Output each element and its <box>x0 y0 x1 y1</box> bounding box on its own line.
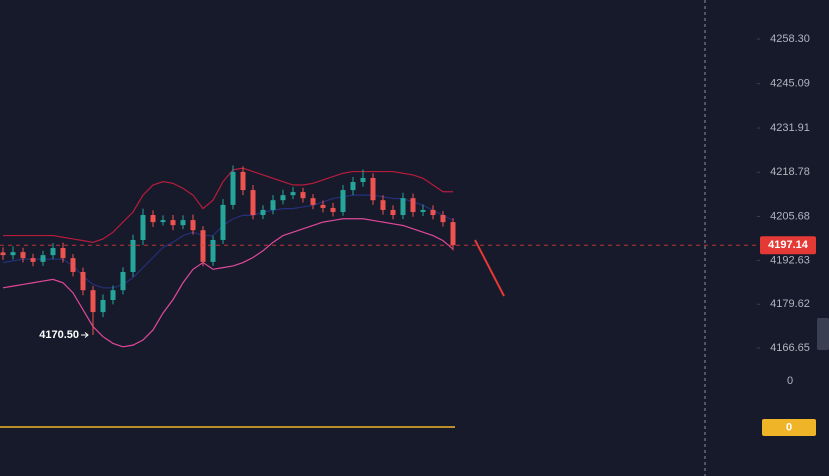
candle-body <box>20 252 26 259</box>
candle-body <box>320 204 326 208</box>
low-annotation-arrow <box>81 332 89 338</box>
band-upper <box>3 167 453 243</box>
candle-body <box>210 239 216 262</box>
candle-body <box>10 252 16 256</box>
candle-body <box>430 209 436 216</box>
candle-body <box>240 171 246 191</box>
low-annotation: 4170.50 <box>39 329 79 341</box>
candle-body <box>370 177 376 201</box>
candle-body <box>100 299 106 313</box>
y-tick-label: 4166.65 <box>770 342 810 354</box>
indicator-badge <box>762 419 816 436</box>
candle-body <box>400 198 406 216</box>
candle-body <box>0 252 6 256</box>
candle-body <box>270 200 276 210</box>
candle-body <box>180 220 186 226</box>
candle-body <box>260 209 266 216</box>
candle-body <box>70 258 76 272</box>
candle-body <box>30 258 36 262</box>
y-tick-label: 4258.30 <box>770 33 810 45</box>
candle-body <box>120 271 126 291</box>
candle-body <box>170 220 176 226</box>
indicator-tick-label: 0 <box>787 375 793 387</box>
candle-body <box>360 177 366 182</box>
forecast-arrow <box>474 239 505 297</box>
candle-body <box>410 198 416 212</box>
y-tick-label: 4218.78 <box>770 166 810 178</box>
indicator-value-label: 0 <box>786 421 792 433</box>
candle-body <box>450 222 456 246</box>
y-tick-label: 4179.62 <box>770 298 810 310</box>
last-price-badge <box>760 236 816 255</box>
y-tick-label: 4245.09 <box>770 78 810 90</box>
candle-body <box>390 209 396 216</box>
candle-body <box>280 195 286 201</box>
candle-body <box>130 239 136 272</box>
candle-body <box>140 215 146 240</box>
y-tick-label: 4205.68 <box>770 210 810 222</box>
last-price-label: 4197.14 <box>768 239 809 251</box>
candle-body <box>190 220 196 231</box>
candle-body <box>220 204 226 240</box>
y-tick-label: 4192.63 <box>770 254 810 266</box>
band-middle <box>2 194 454 289</box>
candle-body <box>50 248 56 256</box>
candle-body <box>40 255 46 262</box>
y-tick-label: 4231.91 <box>770 122 810 134</box>
band-lower <box>2 218 454 348</box>
scroll-handle[interactable] <box>817 318 829 350</box>
candle-body <box>60 248 66 259</box>
candle-body <box>440 215 446 223</box>
candle-body <box>150 215 156 223</box>
candle-body <box>110 290 116 300</box>
candle-body <box>290 192 296 196</box>
candle-body <box>90 290 96 313</box>
candle-body <box>340 190 346 212</box>
candle-body <box>330 207 336 212</box>
candle-body <box>200 230 206 262</box>
candle-body <box>310 198 316 205</box>
candle-body <box>160 220 166 223</box>
candle-body <box>250 190 256 216</box>
candle-body <box>350 181 356 191</box>
candle-body <box>80 271 86 291</box>
candle-body <box>230 171 236 205</box>
candle-body <box>420 209 426 212</box>
candle-body <box>300 192 306 199</box>
candle-body <box>380 200 386 210</box>
